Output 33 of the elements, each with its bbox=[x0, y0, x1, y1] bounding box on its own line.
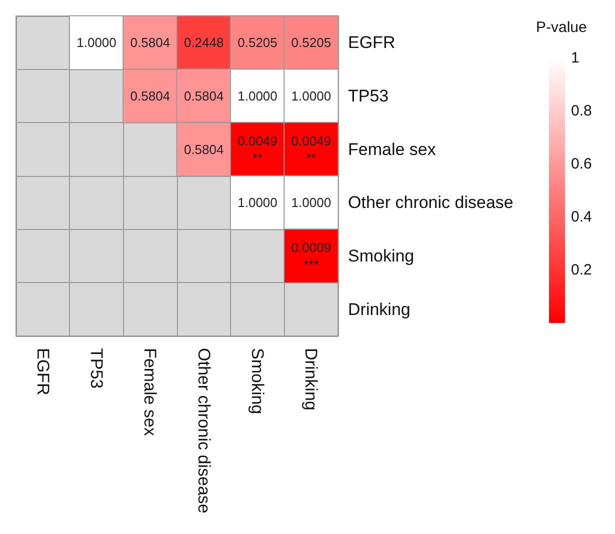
data-label: 1.0000 bbox=[76, 35, 116, 50]
data-label: 0.5205 bbox=[238, 35, 278, 50]
data-label: 0.0049 ** bbox=[238, 133, 278, 166]
x-tick-label: TP53 bbox=[87, 348, 106, 389]
color-bar-label: 0.2 bbox=[571, 262, 592, 278]
x-tick-label: Smoking bbox=[248, 348, 267, 414]
data-label: 1.0000 bbox=[291, 195, 332, 210]
data-label: 0.5804 bbox=[184, 142, 224, 157]
data-label: 0.5205 bbox=[291, 35, 332, 50]
data-label: 1.0000 bbox=[238, 88, 278, 104]
color-bar-label: 0.4 bbox=[571, 208, 592, 226]
data-label: 0.5804 bbox=[130, 88, 170, 104]
y-tick-label: Drinking bbox=[348, 300, 410, 319]
color-bar-label: 1 bbox=[571, 50, 580, 66]
data-label: 0.2448 bbox=[184, 35, 224, 50]
y-tick-label: Female sex bbox=[348, 140, 436, 159]
data-label: 1.0000 bbox=[238, 195, 278, 210]
x-tick-label: Other chronic disease bbox=[194, 348, 214, 514]
x-tick-label: Female sex bbox=[140, 348, 160, 436]
x-tick-label: EGFR bbox=[33, 348, 52, 396]
data-label: 0.0009 *** bbox=[291, 240, 332, 272]
y-tick-label: Other chronic disease bbox=[348, 193, 514, 212]
data-label: 0.0049 ** bbox=[291, 133, 332, 166]
x-tick-label: Drinking bbox=[302, 348, 321, 410]
y-tick-label: Smoking bbox=[348, 246, 414, 266]
color-bar-title: P-value bbox=[536, 19, 587, 36]
data-label: 0.5804 bbox=[184, 88, 224, 104]
color-bar-label: 0.8 bbox=[571, 102, 592, 120]
data-label: 0.5804 bbox=[130, 35, 170, 50]
color-bar-label: 0.6 bbox=[571, 156, 592, 172]
data-label: 1.0000 bbox=[291, 88, 332, 104]
y-tick-label: TP53 bbox=[348, 86, 389, 106]
y-tick-label: EGFR bbox=[348, 33, 396, 52]
